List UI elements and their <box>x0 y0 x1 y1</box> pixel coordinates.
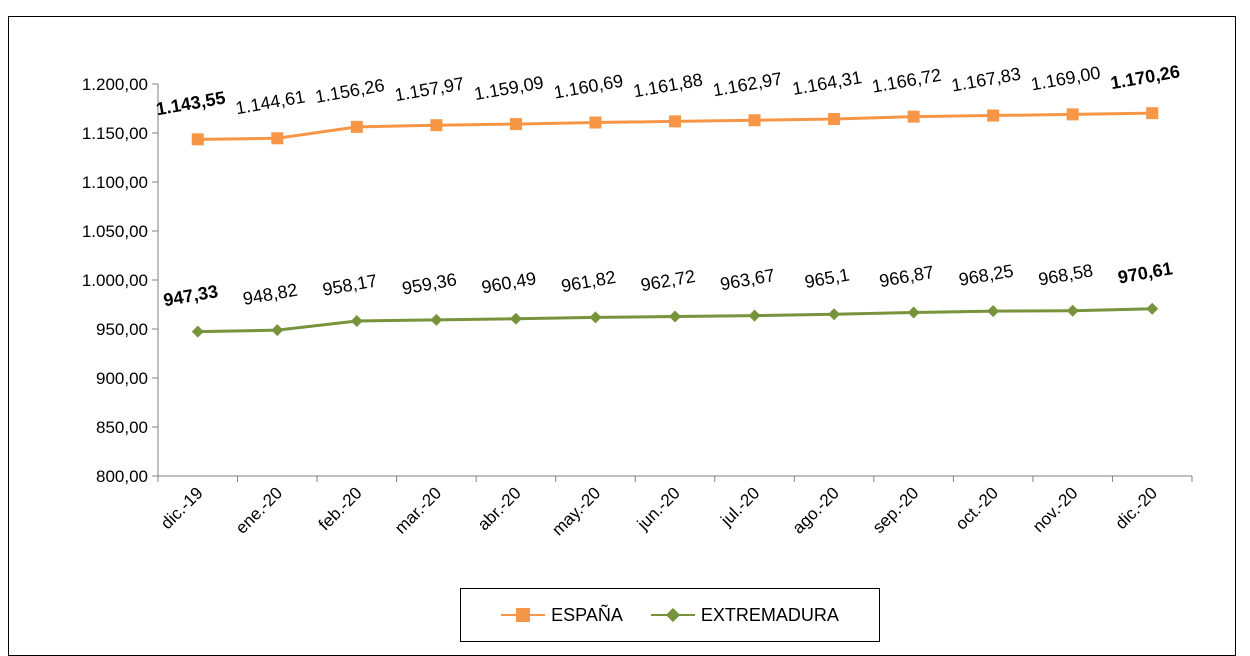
data-point-marker <box>430 313 443 326</box>
data-point-marker <box>907 110 920 123</box>
data-point-marker <box>430 119 443 132</box>
legend: ESPAÑA EXTREMADURA <box>460 588 880 642</box>
data-point-marker <box>748 114 761 127</box>
y-tick-label: 1.050,00 <box>82 222 148 241</box>
data-label: 1.156,26 <box>314 75 386 107</box>
data-label: 1.169,00 <box>1029 63 1101 95</box>
y-tick-label: 800,00 <box>96 467 148 486</box>
data-label: 970,61 <box>1116 258 1174 287</box>
data-label: 962,72 <box>639 266 697 295</box>
x-tick-label: dic.-20 <box>1112 483 1162 533</box>
data-label: 1.160,69 <box>552 71 624 103</box>
x-tick-label: sep.-20 <box>869 483 923 537</box>
data-labels: 1.143,55 1.144,61 1.156,26 1.157,97 1.159,09… <box>154 61 1181 310</box>
data-point-marker <box>1146 302 1159 315</box>
data-label: 958,17 <box>321 270 379 299</box>
data-point-marker <box>987 109 1000 122</box>
data-point-marker <box>828 308 841 321</box>
data-label: 1.143,55 <box>154 87 226 119</box>
data-point-marker <box>1066 108 1079 121</box>
x-tick-label: jun.-20 <box>633 483 684 534</box>
data-label: 1.159,09 <box>473 72 545 104</box>
data-label: 948,82 <box>241 280 299 309</box>
y-tick-label: 1.000,00 <box>82 271 148 290</box>
data-label: 968,58 <box>1037 260 1095 289</box>
data-point-marker <box>669 115 681 128</box>
legend-label-extremadura: EXTREMADURA <box>700 604 839 625</box>
data-label: 963,67 <box>719 265 777 294</box>
data-point-marker <box>509 312 522 325</box>
legend-diamond-marker-icon <box>650 607 695 623</box>
data-label: 966,87 <box>878 262 936 291</box>
data-point-marker <box>350 120 363 133</box>
data-label: 965,1 <box>803 265 851 293</box>
data-point-marker <box>748 309 761 322</box>
x-tick-label: dic.-19 <box>157 483 207 533</box>
series-layer <box>191 107 1159 338</box>
data-label: 1.161,88 <box>632 70 704 102</box>
x-tick-label: mar.-20 <box>391 483 445 537</box>
x-tick-label: abr.-20 <box>474 483 525 534</box>
data-label: 960,49 <box>480 268 538 297</box>
data-point-marker <box>828 112 841 125</box>
data-label: 1.170,26 <box>1109 61 1181 93</box>
y-tick-label: 850,00 <box>96 418 148 437</box>
x-tick-label: oct.-20 <box>952 483 1002 533</box>
data-point-marker <box>987 305 1000 318</box>
data-point-marker <box>191 133 204 146</box>
data-label: 961,82 <box>560 267 618 296</box>
data-point-marker <box>271 324 284 337</box>
data-point-marker <box>1146 107 1159 120</box>
x-tick-label: jul.-20 <box>716 483 763 530</box>
data-point-marker <box>1066 304 1079 317</box>
data-label: 947,33 <box>162 281 220 310</box>
data-label: 1.144,61 <box>234 86 306 118</box>
data-label: 1.162,97 <box>711 68 783 100</box>
data-label: 1.166,72 <box>870 65 942 97</box>
data-point-marker <box>907 306 920 319</box>
data-label: 968,25 <box>957 261 1015 290</box>
y-tick-label: 1.150,00 <box>82 124 148 143</box>
x-tick-label: may.-20 <box>548 483 604 539</box>
data-label: 1.167,83 <box>950 64 1022 96</box>
data-label: 959,36 <box>400 269 458 298</box>
x-tick-label: ene.-20 <box>232 483 286 537</box>
data-point-marker <box>669 310 681 323</box>
data-point-marker <box>271 132 284 145</box>
x-tick-label: ago.-20 <box>789 483 843 537</box>
legend-item-espana: ESPAÑA <box>501 605 623 626</box>
legend-label-espana: ESPAÑA <box>551 604 623 625</box>
y-tick-label: 950,00 <box>96 320 148 339</box>
data-point-marker <box>589 311 602 324</box>
y-tick-label: 1.100,00 <box>82 173 148 192</box>
data-point-marker <box>509 118 522 131</box>
legend-item-extremadura: EXTREMADURA <box>650 604 839 626</box>
data-point-marker <box>589 116 602 129</box>
legend-square-marker-icon <box>501 607 546 623</box>
x-tick-label: nov.-20 <box>1029 483 1082 536</box>
data-label: 1.164,31 <box>791 67 863 99</box>
data-point-marker <box>350 314 363 327</box>
y-tick-label: 900,00 <box>96 369 148 388</box>
y-tick-label: 1.200,00 <box>82 75 148 94</box>
data-point-marker <box>191 325 204 338</box>
data-label: 1.157,97 <box>393 73 465 105</box>
x-tick-label: feb.-20 <box>315 483 366 534</box>
